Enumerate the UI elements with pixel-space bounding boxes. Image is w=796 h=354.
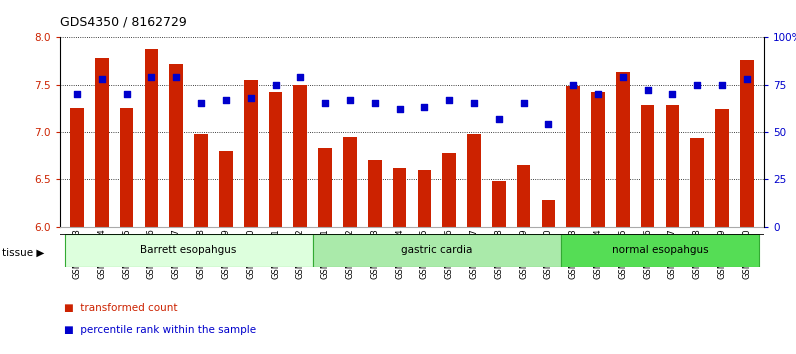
Bar — [566, 86, 580, 227]
Point — [294, 74, 306, 80]
Point — [493, 116, 505, 121]
Bar — [145, 48, 158, 227]
Point — [443, 97, 455, 103]
Bar — [70, 108, 84, 227]
Point — [96, 76, 108, 82]
Point — [642, 87, 654, 93]
Point — [467, 101, 480, 106]
Text: tissue ▶: tissue ▶ — [2, 248, 45, 258]
Bar — [443, 153, 456, 227]
Bar — [418, 170, 431, 227]
Bar — [244, 80, 258, 227]
Point — [269, 82, 282, 87]
Text: GDS4350 / 8162729: GDS4350 / 8162729 — [60, 16, 186, 29]
Bar — [467, 134, 481, 227]
Point — [244, 95, 257, 101]
Bar — [665, 105, 679, 227]
Point — [716, 82, 728, 87]
Point — [542, 121, 555, 127]
Bar — [740, 60, 754, 227]
Bar — [368, 160, 381, 227]
Point — [567, 82, 579, 87]
Bar — [492, 181, 505, 227]
Point — [591, 91, 604, 97]
Point — [170, 74, 182, 80]
Point — [666, 91, 679, 97]
Point — [220, 97, 232, 103]
Bar — [64, 234, 313, 267]
Bar — [591, 92, 605, 227]
Point — [616, 74, 629, 80]
Bar — [715, 109, 729, 227]
Point — [344, 97, 357, 103]
Point — [517, 101, 530, 106]
Bar — [318, 148, 332, 227]
Point — [740, 76, 753, 82]
Bar — [392, 168, 406, 227]
Bar — [294, 85, 307, 227]
Bar — [560, 234, 759, 267]
Text: ■  transformed count: ■ transformed count — [64, 303, 178, 313]
Text: normal esopahgus: normal esopahgus — [611, 245, 708, 256]
Bar — [120, 108, 134, 227]
Bar — [170, 64, 183, 227]
Bar — [219, 151, 232, 227]
Point — [691, 82, 704, 87]
Point — [369, 101, 381, 106]
Bar — [541, 200, 555, 227]
Point — [71, 91, 84, 97]
Bar — [690, 138, 704, 227]
Bar — [517, 165, 530, 227]
Point — [195, 101, 208, 106]
Bar — [95, 58, 109, 227]
Text: Barrett esopahgus: Barrett esopahgus — [141, 245, 237, 256]
Bar — [343, 137, 357, 227]
Bar — [194, 134, 208, 227]
Bar — [641, 105, 654, 227]
Bar — [269, 92, 283, 227]
Point — [120, 91, 133, 97]
Text: ■  percentile rank within the sample: ■ percentile rank within the sample — [64, 325, 256, 335]
Bar — [313, 234, 560, 267]
Point — [145, 74, 158, 80]
Point — [318, 101, 331, 106]
Point — [418, 104, 431, 110]
Point — [393, 106, 406, 112]
Bar — [616, 72, 630, 227]
Text: gastric cardia: gastric cardia — [401, 245, 472, 256]
